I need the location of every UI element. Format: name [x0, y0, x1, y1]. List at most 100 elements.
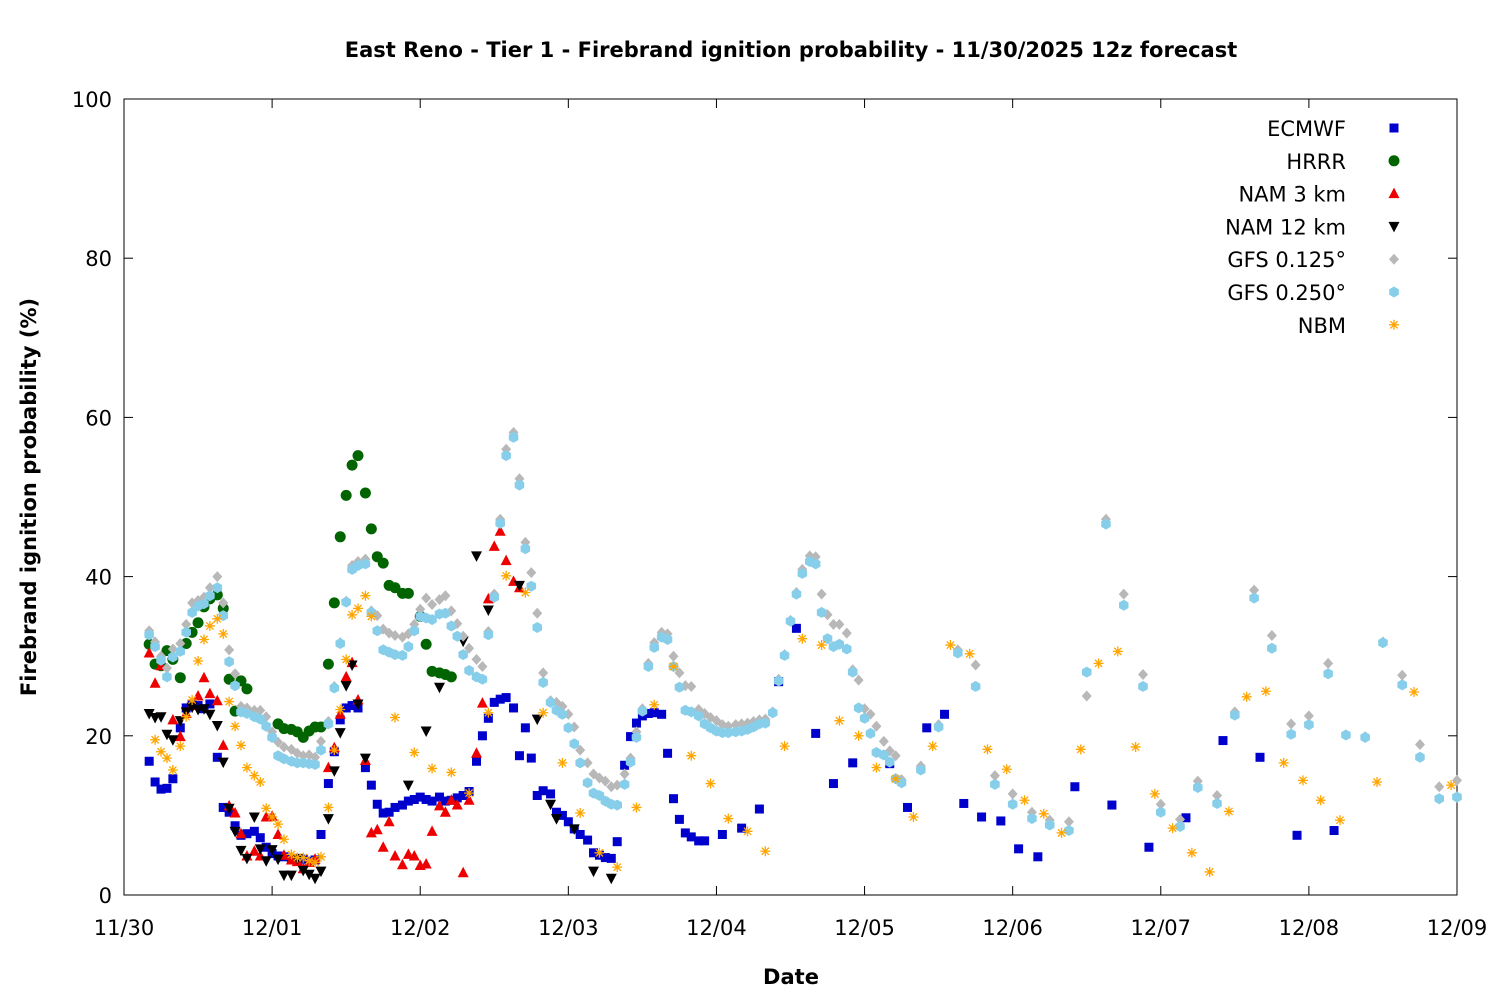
data-point — [657, 709, 667, 719]
data-point — [451, 799, 463, 810]
data-point — [810, 558, 821, 570]
data-point — [409, 625, 420, 637]
data-point — [266, 845, 278, 856]
data-point — [588, 866, 600, 878]
data-point — [637, 705, 648, 717]
data-point — [483, 713, 493, 723]
data-point — [224, 656, 234, 668]
data-point — [686, 706, 696, 718]
data-point — [335, 715, 345, 725]
data-point — [631, 802, 642, 813]
data-point — [187, 606, 197, 618]
data-point — [1286, 718, 1297, 730]
x-tick-label: 12/01 — [242, 916, 303, 940]
data-point — [323, 718, 334, 730]
data-point — [990, 778, 1000, 790]
data-point — [144, 629, 154, 641]
data-point — [1286, 728, 1296, 740]
data-point — [377, 841, 389, 852]
data-point — [1315, 795, 1326, 806]
data-point — [335, 704, 346, 715]
data-point — [538, 667, 549, 679]
legend-marker — [1388, 187, 1400, 199]
data-point — [440, 796, 450, 806]
data-point — [668, 661, 679, 672]
data-point — [723, 813, 734, 824]
data-point — [255, 776, 266, 787]
data-point — [1193, 782, 1203, 793]
data-point — [1434, 781, 1445, 793]
legend-item: ECMWF — [1267, 117, 1399, 141]
data-point — [785, 615, 796, 627]
data-point — [1063, 816, 1074, 828]
data-point — [514, 751, 524, 761]
data-point — [1212, 790, 1223, 801]
data-point — [199, 598, 209, 610]
data-point — [538, 786, 548, 796]
data-point — [439, 806, 451, 817]
data-point — [415, 603, 426, 615]
data-point — [1044, 819, 1055, 831]
data-point — [464, 788, 475, 799]
legend-marker — [1389, 319, 1399, 330]
data-point — [352, 699, 364, 710]
data-point — [575, 808, 586, 819]
data-point — [408, 849, 420, 861]
data-point — [649, 708, 659, 718]
data-point — [298, 852, 309, 863]
data-point — [686, 750, 697, 761]
data-point — [1007, 788, 1018, 800]
data-point — [619, 778, 630, 790]
x-tick-label: 12/09 — [1427, 916, 1488, 940]
data-point — [1241, 691, 1252, 702]
data-point — [458, 791, 468, 800]
data-point — [1167, 823, 1178, 834]
data-point — [168, 651, 178, 663]
data-point — [853, 674, 864, 686]
data-point — [205, 590, 215, 602]
data-point — [409, 747, 420, 758]
data-point — [360, 558, 371, 570]
data-point — [249, 770, 260, 781]
data-point — [255, 704, 266, 716]
data-point — [1119, 599, 1129, 611]
data-point — [198, 704, 210, 715]
data-point — [204, 582, 215, 594]
data-point — [286, 849, 297, 860]
data-point — [631, 718, 641, 728]
data-point — [1249, 592, 1259, 604]
data-point — [1107, 800, 1117, 810]
legend-label: ECMWF — [1267, 117, 1346, 141]
data-point — [149, 677, 161, 688]
data-point — [229, 807, 241, 818]
data-point — [1414, 739, 1425, 751]
data-point — [223, 803, 235, 815]
data-point — [1218, 736, 1228, 746]
data-point — [353, 603, 364, 614]
data-point — [156, 746, 167, 757]
data-point — [309, 873, 321, 885]
data-point — [402, 780, 414, 792]
data-point — [415, 792, 425, 802]
data-point — [174, 672, 186, 684]
data-point — [620, 760, 630, 770]
data-point — [1181, 813, 1191, 823]
data-point — [389, 849, 401, 861]
y-tick-label: 0 — [99, 884, 112, 908]
data-point — [323, 779, 333, 789]
data-point — [569, 738, 579, 750]
data-point — [477, 731, 487, 741]
data-point — [982, 744, 993, 755]
data-point — [501, 450, 511, 462]
data-point — [501, 570, 512, 581]
data-point — [879, 749, 889, 761]
chart-title: East Reno - Tier 1 - Firebrand ignition … — [345, 38, 1238, 62]
data-point — [509, 703, 519, 713]
data-point — [248, 845, 260, 856]
data-point — [267, 731, 277, 743]
data-point — [241, 762, 252, 773]
data-point — [241, 853, 253, 865]
data-point — [1323, 668, 1333, 680]
data-point — [520, 587, 531, 598]
data-point — [174, 730, 186, 742]
